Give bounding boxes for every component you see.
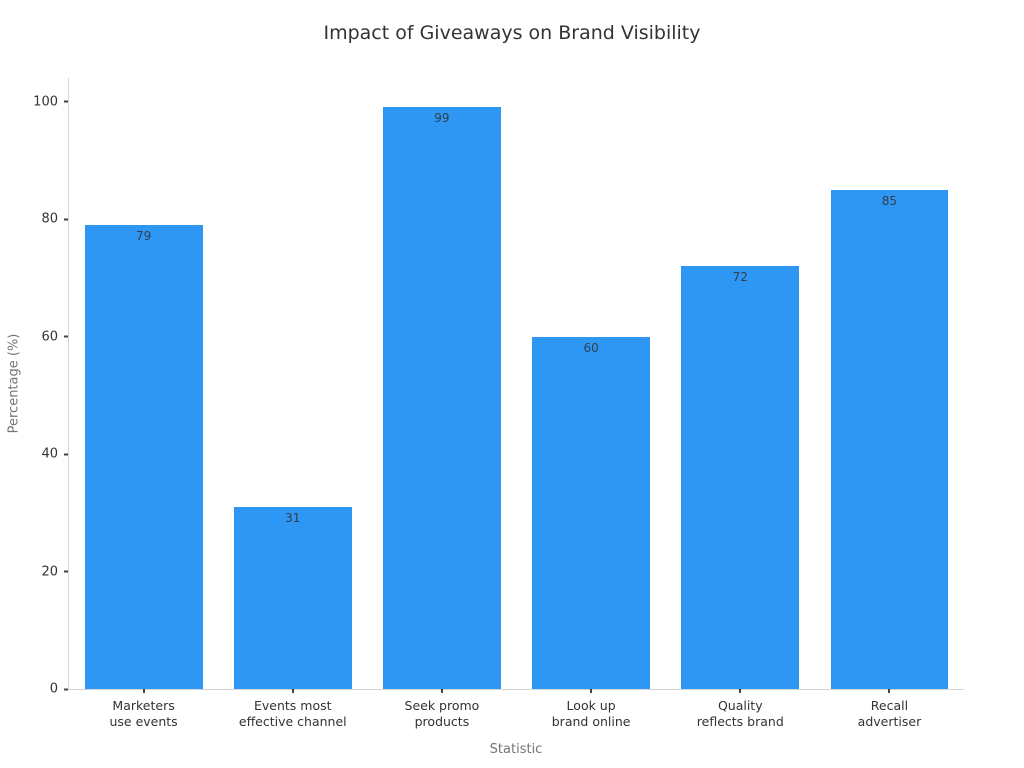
bar-slot: 72 Quality reflects brand: [666, 78, 815, 729]
bar-value-label: 85: [881, 193, 898, 208]
y-tick-mark: [64, 570, 68, 573]
y-tick: 40: [41, 447, 69, 462]
y-tick-label: 20: [41, 564, 58, 579]
bar-slot: 85 Recall advertiser: [815, 78, 964, 729]
y-tick-label: 100: [33, 94, 58, 109]
x-axis-title: Statistic: [489, 742, 543, 757]
bar-value-label: 72: [732, 270, 748, 284]
bar: 31: [233, 506, 352, 689]
bar-slot: 60 Look up brand online: [517, 78, 666, 729]
x-tick-mark: [739, 689, 742, 693]
bars-row: 79 Marketers use events 31 Events most effe…: [69, 78, 964, 729]
y-tick-mark: [64, 100, 68, 103]
y-tick-label: 80: [41, 211, 58, 227]
y-tick: 100: [33, 94, 69, 109]
bar: 72: [681, 266, 800, 689]
bar-value-label: 31: [285, 510, 301, 525]
bar: 79: [84, 224, 203, 689]
y-axis-title: Percentage (%): [6, 333, 22, 434]
y-tick: 80: [41, 212, 69, 227]
x-category-label: Look up brand online: [551, 698, 631, 729]
y-tick-label: 40: [41, 446, 58, 462]
bar-value-label: 79: [135, 228, 152, 243]
bar: 60: [532, 336, 651, 689]
bar-slot: 79 Marketers use events: [69, 78, 218, 729]
x-category-label: Recall advertiser: [857, 698, 922, 729]
chart-title: Impact of Giveaways on Brand Visibility: [323, 22, 701, 44]
bar-value-label: 60: [583, 340, 599, 355]
y-tick: 0: [50, 682, 69, 697]
y-axis-ticks: 0 20 40 60 80 100: [33, 78, 964, 697]
bar-slot: 31 Events most effective channel: [218, 78, 367, 729]
x-tick-mark: [888, 689, 891, 693]
y-tick: 60: [41, 329, 69, 344]
x-category-label: Seek promo products: [404, 698, 480, 729]
y-tick: 20: [41, 564, 69, 579]
y-tick-mark: [64, 688, 68, 690]
x-tick-mark: [440, 689, 443, 693]
x-tick-mark: [590, 689, 593, 693]
y-tick-mark: [64, 218, 68, 220]
plot-area: 0 20 40 60 80 100 79 Marketers use events 31 Eve…: [33, 78, 964, 729]
bar: 85: [830, 189, 949, 689]
x-category-label: Marketers use events: [109, 698, 178, 729]
x-category-label: Quality reflects brand: [696, 698, 784, 729]
y-tick-mark: [64, 335, 68, 338]
bar-slot: 99 Seek promo products: [367, 78, 516, 729]
bar: 99: [383, 107, 501, 689]
x-tick-mark: [291, 689, 294, 693]
x-category-label: Events most effective channel: [238, 698, 347, 729]
x-tick-mark: [142, 689, 145, 693]
bar-value-label: 99: [434, 111, 450, 126]
y-tick-label: 0: [49, 681, 58, 697]
y-tick-mark: [64, 453, 68, 455]
y-tick-label: 60: [41, 329, 58, 344]
